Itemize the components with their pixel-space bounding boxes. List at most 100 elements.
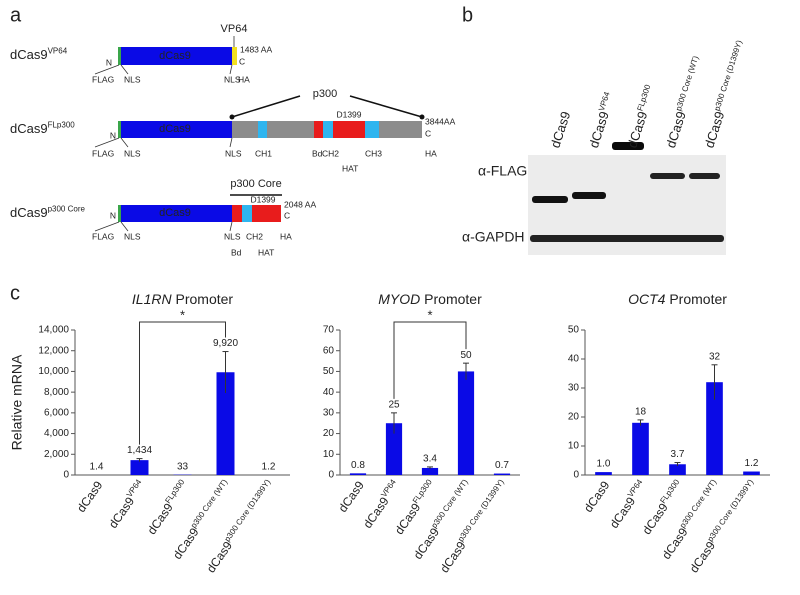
dcas9-domain — [118, 205, 232, 222]
construct-diagrams — [118, 36, 425, 222]
label-sup: VP64 — [125, 477, 144, 499]
band — [572, 192, 606, 199]
construct-name: dCas9FLp300 — [10, 121, 75, 137]
domain-label: D1399 — [250, 194, 275, 204]
label-base: dCas9 — [204, 539, 236, 576]
flag-tag — [118, 47, 121, 65]
domain-label: NLS — [124, 74, 141, 84]
panel-label: c — [10, 282, 20, 304]
flag-tag — [118, 121, 121, 138]
chart-title: OCT4 Promoter — [628, 291, 727, 307]
chart-title: MYOD Promoter — [378, 291, 482, 307]
y-tick-label: 30 — [323, 407, 335, 418]
significance-bracket — [139, 321, 226, 445]
value-label: 0.8 — [351, 460, 365, 471]
band — [532, 196, 568, 203]
flag-tag — [118, 205, 121, 222]
domain-label: HAT — [342, 163, 358, 173]
leader — [120, 64, 129, 75]
y-tick-label: 40 — [568, 354, 580, 365]
leader — [229, 137, 233, 148]
label-base: dCas9 — [702, 110, 728, 150]
dot — [419, 114, 425, 120]
domain-label: NLS — [224, 74, 241, 84]
domain-label: NLS — [224, 231, 241, 241]
domain-label: CH1 — [255, 148, 272, 158]
label-sup: p300 Core (WT) — [430, 478, 470, 530]
label-base: dCas9 — [170, 525, 202, 562]
value-label: 50 — [460, 350, 472, 361]
chart-title: IL1RN Promoter — [132, 291, 233, 307]
label-sup: p300 Core — [48, 205, 86, 214]
panel-label: a — [10, 4, 22, 26]
significance-bracket — [393, 321, 467, 399]
ch2-domain — [242, 205, 252, 222]
y-tick-label: 10 — [568, 441, 580, 452]
value-label: 1.0 — [597, 459, 611, 470]
y-tick-label: 8,000 — [44, 387, 69, 398]
significance-label: * — [427, 307, 432, 322]
label-base: dCas9 — [392, 500, 424, 537]
value-label: 3.7 — [671, 449, 685, 460]
label-sup: p300 Core (D1399Y) — [223, 478, 273, 544]
domain-label: HA — [425, 148, 437, 158]
y-tick-label: 40 — [323, 387, 335, 398]
domain-label: 2048 AA — [284, 199, 316, 209]
domain-label: CH2 — [322, 148, 339, 158]
x-tick-label: dCas9p300 Core (D1399Y) — [686, 478, 761, 576]
domain-label: p300 — [313, 88, 337, 100]
dcas9-domain — [118, 121, 232, 138]
y-tick-label: 6,000 — [44, 407, 69, 418]
leader — [94, 137, 120, 148]
row-label: α-GAPDH — [462, 229, 525, 245]
y-tick-label: 0 — [63, 470, 69, 481]
y-tick-label: 30 — [568, 383, 580, 394]
value-label: 1.4 — [90, 462, 104, 473]
label-sup: FLp300 — [48, 121, 76, 130]
domain-label: NLS — [225, 148, 242, 158]
value-label: 33 — [177, 461, 189, 472]
domain-label: C — [239, 56, 245, 66]
significance-label: * — [180, 307, 185, 322]
domain-label: NLS — [124, 148, 141, 158]
domain-label: C — [284, 210, 290, 220]
label-sup: VP64 — [379, 477, 398, 499]
band — [650, 173, 685, 179]
vp64-domain — [232, 47, 237, 65]
label-base: dCas9 — [74, 478, 106, 515]
domain-label: FLAG — [92, 74, 114, 84]
band — [612, 142, 644, 150]
ch1-domain — [258, 121, 267, 138]
domain-label: N — [106, 57, 112, 67]
domain-label: HAT — [258, 247, 274, 257]
label-sup: VP64 — [48, 47, 68, 56]
value-label: 1,434 — [127, 445, 152, 456]
gene-name: IL1RN — [132, 291, 173, 307]
western-blot — [528, 142, 726, 255]
y-tick-label: 20 — [568, 412, 580, 423]
y-tick-label: 10,000 — [38, 366, 69, 377]
gene-name: MYOD — [378, 291, 420, 307]
label-base: dCas9 — [625, 110, 651, 150]
title-text: Promoter — [669, 291, 727, 307]
hat-domain — [252, 205, 281, 222]
domain-label: VP64 — [221, 23, 248, 35]
domain-label: 3844AA — [425, 116, 456, 126]
bar — [669, 464, 686, 475]
value-label: 1.2 — [262, 462, 276, 473]
domain-label: p300 Core — [230, 178, 281, 190]
label-base: dCas9 — [10, 121, 48, 136]
label-base: dCas9 — [663, 110, 689, 150]
bar — [130, 460, 149, 475]
label-base: dCas9 — [10, 47, 48, 62]
y-tick-label: 4,000 — [44, 428, 69, 439]
y-tick-label: 70 — [323, 325, 335, 336]
y-tick-label: 50 — [568, 325, 580, 336]
leader — [94, 221, 120, 232]
bar — [632, 422, 649, 475]
x-tick-label: dCas9 — [74, 478, 106, 515]
bar — [706, 382, 723, 475]
bd-domain — [232, 205, 242, 222]
lane-label: dCas9 — [548, 110, 574, 150]
label-base: dCas9 — [411, 525, 443, 562]
